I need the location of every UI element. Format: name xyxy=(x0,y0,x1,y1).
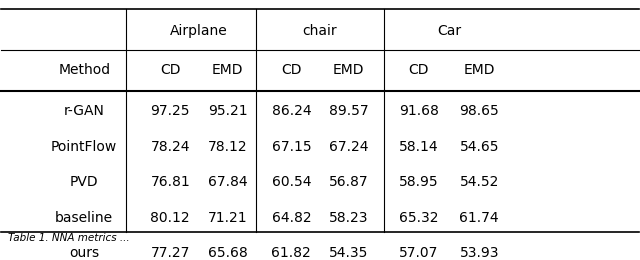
Text: 86.24: 86.24 xyxy=(271,104,311,118)
Text: EMD: EMD xyxy=(463,63,495,77)
Text: 67.24: 67.24 xyxy=(329,140,369,154)
Text: EMD: EMD xyxy=(212,63,243,77)
Text: PVD: PVD xyxy=(70,175,99,189)
Text: 53.93: 53.93 xyxy=(460,246,499,260)
Text: 54.35: 54.35 xyxy=(329,246,369,260)
Text: 65.32: 65.32 xyxy=(399,211,438,225)
Text: baseline: baseline xyxy=(55,211,113,225)
Text: 89.57: 89.57 xyxy=(329,104,369,118)
Text: 91.68: 91.68 xyxy=(399,104,438,118)
Text: Method: Method xyxy=(58,63,110,77)
Text: CD: CD xyxy=(408,63,429,77)
Text: 65.68: 65.68 xyxy=(208,246,248,260)
Text: 54.65: 54.65 xyxy=(460,140,499,154)
Text: 57.07: 57.07 xyxy=(399,246,438,260)
Text: 80.12: 80.12 xyxy=(150,211,190,225)
Text: 97.25: 97.25 xyxy=(150,104,190,118)
Text: 61.82: 61.82 xyxy=(271,246,311,260)
Text: chair: chair xyxy=(303,24,337,38)
Text: 58.23: 58.23 xyxy=(329,211,369,225)
Text: 76.81: 76.81 xyxy=(150,175,190,189)
Text: 56.87: 56.87 xyxy=(329,175,369,189)
Text: 78.24: 78.24 xyxy=(150,140,190,154)
Text: r-GAN: r-GAN xyxy=(64,104,105,118)
Text: Table 1. NNA metrics ...: Table 1. NNA metrics ... xyxy=(8,233,129,243)
Text: 58.95: 58.95 xyxy=(399,175,438,189)
Text: 95.21: 95.21 xyxy=(208,104,248,118)
Text: 71.21: 71.21 xyxy=(208,211,248,225)
Text: CD: CD xyxy=(281,63,301,77)
Text: 77.27: 77.27 xyxy=(150,246,190,260)
Text: 64.82: 64.82 xyxy=(271,211,311,225)
Text: 98.65: 98.65 xyxy=(460,104,499,118)
Text: Car: Car xyxy=(437,24,461,38)
Text: PointFlow: PointFlow xyxy=(51,140,117,154)
Text: 67.84: 67.84 xyxy=(208,175,248,189)
Text: 58.14: 58.14 xyxy=(399,140,438,154)
Text: 54.52: 54.52 xyxy=(460,175,499,189)
Text: CD: CD xyxy=(160,63,180,77)
Text: 78.12: 78.12 xyxy=(208,140,248,154)
Text: 61.74: 61.74 xyxy=(460,211,499,225)
Text: ours: ours xyxy=(69,246,99,260)
Text: 60.54: 60.54 xyxy=(271,175,311,189)
Text: EMD: EMD xyxy=(333,63,364,77)
Text: 67.15: 67.15 xyxy=(271,140,311,154)
Text: Airplane: Airplane xyxy=(170,24,228,38)
